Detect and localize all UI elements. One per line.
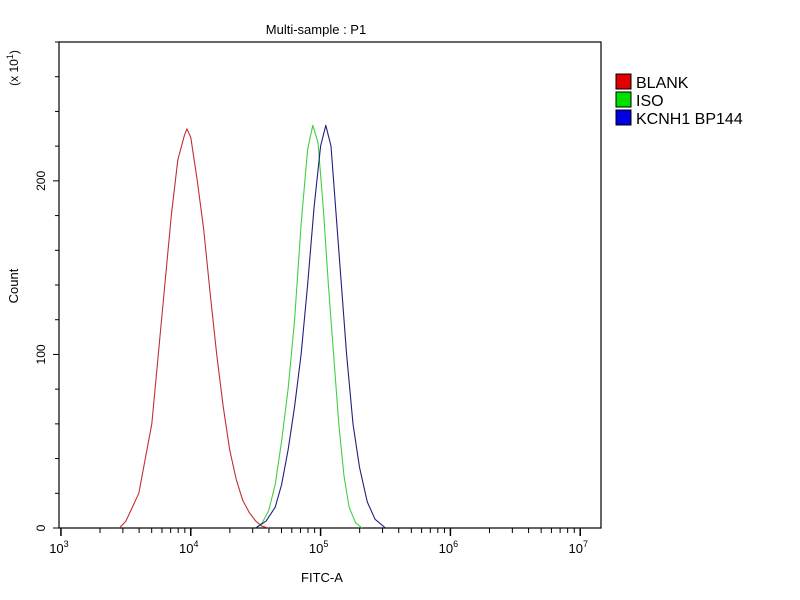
- x-tick-label: 106: [439, 539, 458, 556]
- series-line-kcnh1-bp144: [255, 124, 386, 529]
- x-tick-base: 10: [568, 541, 582, 556]
- legend-label: BLANK: [636, 75, 689, 92]
- x-tick-base: 10: [439, 541, 453, 556]
- x-tick-base: 10: [309, 541, 323, 556]
- x-tick-base: 10: [49, 541, 63, 556]
- x-axis-label: FITC-A: [301, 570, 343, 585]
- x-tick-exp: 4: [193, 539, 198, 549]
- legend-swatch: [615, 109, 632, 126]
- x-tick-label: 107: [568, 539, 587, 556]
- x-tick-exp: 7: [583, 539, 588, 549]
- series-line-blank: [118, 128, 269, 529]
- svg-text:(x 101): (x 101): [5, 50, 21, 86]
- series-line-iso: [255, 124, 363, 529]
- y-tick-label: 0: [34, 524, 48, 531]
- legend-swatch: [615, 73, 632, 90]
- y-axis: 0 100 200: [34, 41, 59, 531]
- x-tick-exp: 5: [323, 539, 328, 549]
- x-tick-label: 105: [309, 539, 328, 556]
- legend-label: ISO: [636, 93, 664, 110]
- y-multiplier-text: (x 10: [7, 59, 21, 86]
- y-tick-label: 200: [34, 171, 48, 191]
- y-tick-label: 100: [34, 344, 48, 364]
- series-lines: [118, 124, 386, 529]
- x-tick-exp: 6: [453, 539, 458, 549]
- legend-label: KCNH1 BP144: [636, 111, 743, 128]
- y-multiplier-exp: 1: [5, 54, 15, 59]
- y-multiplier: (x 101): [5, 50, 21, 86]
- x-tick-exp: 3: [64, 539, 69, 549]
- y-multiplier-close: ): [7, 50, 21, 54]
- chart-title: Multi-sample : P1: [266, 22, 366, 37]
- x-axis: 103 104 105 106 107: [49, 528, 588, 556]
- y-axis-label: Count: [6, 268, 21, 303]
- plot-frame: [58, 41, 602, 529]
- legend-swatch: [615, 91, 632, 108]
- x-tick-label: 104: [179, 539, 198, 556]
- x-tick-label: 103: [49, 539, 68, 556]
- x-tick-base: 10: [179, 541, 193, 556]
